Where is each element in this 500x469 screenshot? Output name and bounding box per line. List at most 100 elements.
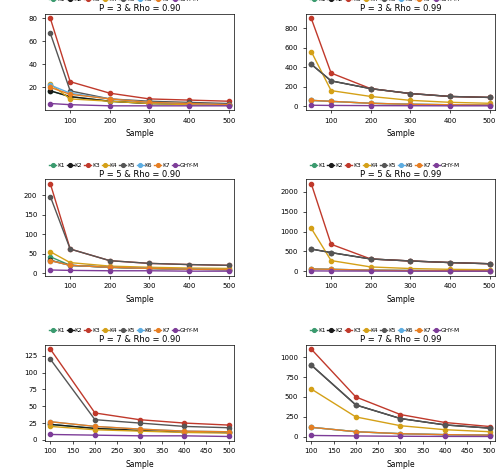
GHY-M	[226, 434, 232, 439]
K5	[442, 422, 448, 428]
Line: K4: K4	[309, 226, 492, 272]
Line: K1: K1	[309, 98, 492, 107]
K4	[181, 430, 187, 435]
Line: GHY-M: GHY-M	[309, 433, 492, 439]
K2	[308, 61, 314, 67]
K2	[368, 256, 374, 262]
Line: GHY-M: GHY-M	[48, 432, 231, 439]
K4	[442, 427, 448, 432]
K2	[48, 88, 54, 94]
K1	[328, 98, 334, 104]
K2	[353, 402, 359, 408]
K4	[67, 96, 73, 102]
K5	[226, 101, 232, 106]
GHY-M	[368, 268, 374, 274]
K2	[181, 429, 187, 435]
K4	[486, 100, 492, 106]
Title: P = 7 & Rho = 0.90: P = 7 & Rho = 0.90	[99, 335, 180, 344]
K6	[186, 101, 192, 106]
K2	[442, 422, 448, 428]
K3	[48, 15, 54, 21]
K6	[146, 99, 152, 105]
Line: K5: K5	[309, 247, 492, 266]
K5	[328, 78, 334, 83]
GHY-M	[146, 103, 152, 109]
K4	[186, 265, 192, 271]
K7	[146, 265, 152, 271]
K3	[146, 261, 152, 266]
K4	[328, 258, 334, 264]
K5	[486, 425, 492, 431]
K1	[146, 101, 152, 106]
K3	[447, 94, 453, 99]
K2	[308, 362, 314, 368]
K2	[107, 265, 113, 270]
K1	[107, 265, 113, 270]
K3	[308, 15, 314, 21]
K5	[107, 258, 113, 264]
K6	[447, 102, 453, 107]
Line: K5: K5	[48, 357, 231, 430]
K1	[308, 98, 314, 103]
K2	[486, 95, 492, 100]
Line: K1: K1	[309, 267, 492, 273]
K7	[48, 419, 54, 424]
K4	[447, 99, 453, 105]
K5	[447, 260, 453, 265]
K1	[368, 267, 374, 273]
Line: K6: K6	[309, 425, 492, 437]
K1	[353, 429, 359, 434]
GHY-M	[328, 268, 334, 274]
K1	[398, 431, 404, 437]
Line: K1: K1	[48, 89, 231, 107]
K3	[328, 242, 334, 247]
K7	[368, 100, 374, 106]
K6	[146, 265, 152, 271]
K3	[146, 96, 152, 102]
Legend: K1, K2, K3, K4, K5, K6, K7, GHY-M: K1, K2, K3, K4, K5, K6, K7, GHY-M	[48, 327, 200, 334]
K1	[186, 102, 192, 107]
K1	[442, 432, 448, 438]
GHY-M	[408, 268, 414, 274]
K2	[186, 266, 192, 272]
K1	[486, 268, 492, 273]
GHY-M	[226, 268, 232, 274]
K3	[368, 256, 374, 262]
K2	[328, 250, 334, 256]
K5	[67, 246, 73, 252]
GHY-M	[48, 431, 54, 437]
K5	[48, 356, 54, 362]
K1	[226, 102, 232, 107]
K5	[136, 420, 142, 426]
X-axis label: Sample: Sample	[386, 460, 415, 469]
K7	[408, 101, 414, 107]
Line: K4: K4	[309, 50, 492, 106]
X-axis label: Sample: Sample	[386, 129, 415, 138]
Legend: K1, K2, K3, K4, K5, K6, K7, GHY-M: K1, K2, K3, K4, K5, K6, K7, GHY-M	[48, 0, 200, 3]
K5	[308, 61, 314, 67]
K5	[486, 95, 492, 100]
K4	[136, 428, 142, 434]
K4	[328, 88, 334, 93]
K4	[186, 102, 192, 107]
Line: K4: K4	[48, 82, 231, 107]
K6	[181, 428, 187, 434]
K1	[67, 263, 73, 268]
K3	[67, 79, 73, 84]
X-axis label: Sample: Sample	[125, 295, 154, 304]
K1	[226, 430, 232, 435]
K7	[146, 99, 152, 105]
K3	[308, 181, 314, 187]
K3	[408, 91, 414, 96]
K5	[368, 86, 374, 91]
K3	[226, 98, 232, 104]
Title: P = 3 & Rho = 0.90: P = 3 & Rho = 0.90	[99, 4, 180, 13]
K1	[408, 101, 414, 107]
Line: K5: K5	[309, 62, 492, 99]
K2	[67, 94, 73, 99]
K4	[408, 266, 414, 272]
Line: K3: K3	[309, 16, 492, 99]
K1	[447, 268, 453, 273]
K1	[92, 425, 98, 431]
K2	[48, 257, 54, 263]
